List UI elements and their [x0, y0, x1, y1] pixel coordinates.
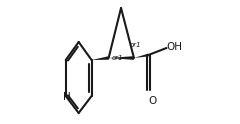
Polygon shape: [92, 56, 109, 60]
Polygon shape: [109, 56, 134, 60]
Text: OH: OH: [166, 42, 182, 52]
Text: or1: or1: [111, 55, 123, 61]
Text: or1: or1: [129, 42, 141, 48]
Polygon shape: [134, 54, 149, 58]
Text: N: N: [63, 92, 71, 102]
Text: O: O: [148, 96, 156, 106]
